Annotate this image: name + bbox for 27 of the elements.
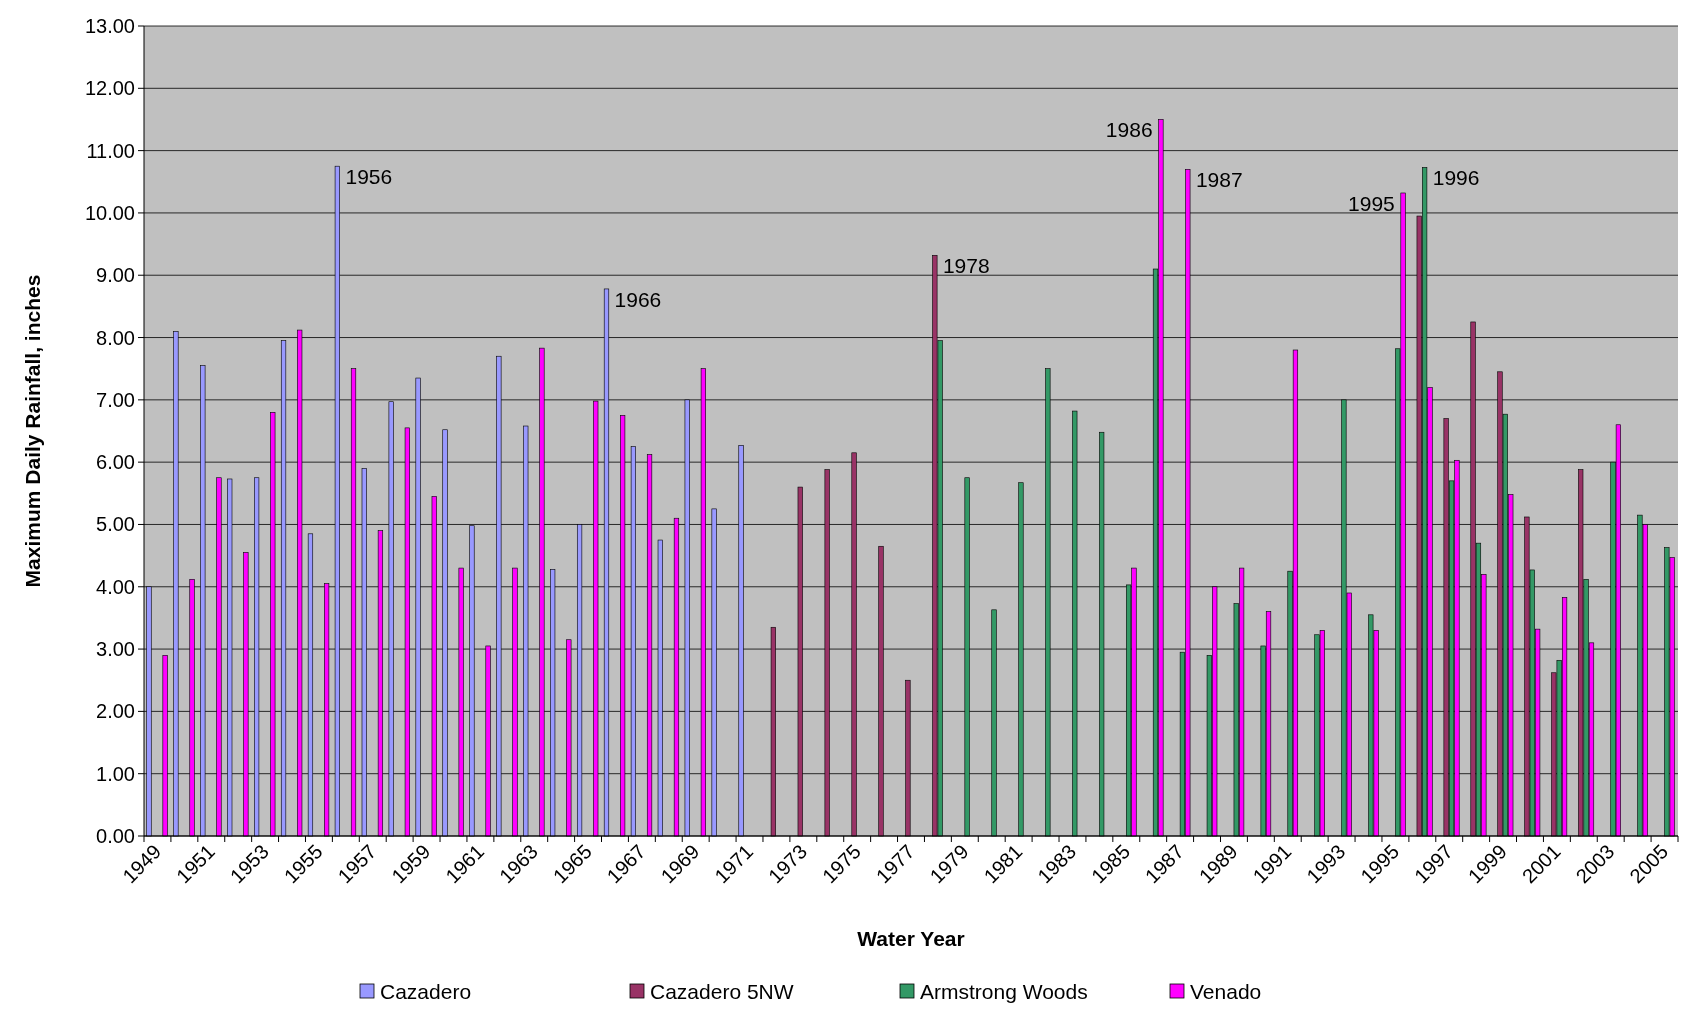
y-tick-label: 0.00 (96, 825, 135, 847)
y-tick-label: 6.00 (96, 451, 135, 474)
y-tick-label: 12.00 (84, 77, 135, 100)
legend-label: Armstrong Woods (920, 980, 1088, 1004)
y-tick-label: 7.00 (96, 388, 135, 411)
annotation: 1995 (1348, 191, 1395, 215)
y-tick-label: 1.00 (96, 762, 135, 785)
annotation: 1996 (1432, 166, 1480, 190)
y-tick-label: 9.00 (96, 264, 135, 287)
y-axis-title: Maximum Daily Rainfall, inches (21, 274, 44, 588)
x-axis-title: Water Year (857, 927, 965, 950)
annotation: 1986 (1105, 118, 1153, 142)
annotation: 1956 (345, 165, 393, 189)
legend-label: Cazadero 5NW (650, 980, 794, 1004)
annotation: 1966 (614, 287, 662, 311)
legend-label: Venado (1190, 980, 1262, 1004)
y-tick-label: 10.00 (84, 201, 135, 224)
annotation: 1978 (942, 254, 990, 278)
legend-label: Cazadero (380, 980, 472, 1004)
y-tick-label: 8.00 (96, 326, 135, 349)
y-tick-label: 2.00 (96, 700, 135, 723)
y-tick-label: 3.00 (96, 638, 135, 661)
y-tick-label: 5.00 (96, 513, 135, 536)
y-tick-label: 13.00 (84, 15, 135, 37)
y-tick-label: 4.00 (96, 575, 135, 598)
annotation: 1987 (1195, 168, 1243, 192)
y-tick-label: 11.00 (86, 139, 135, 162)
